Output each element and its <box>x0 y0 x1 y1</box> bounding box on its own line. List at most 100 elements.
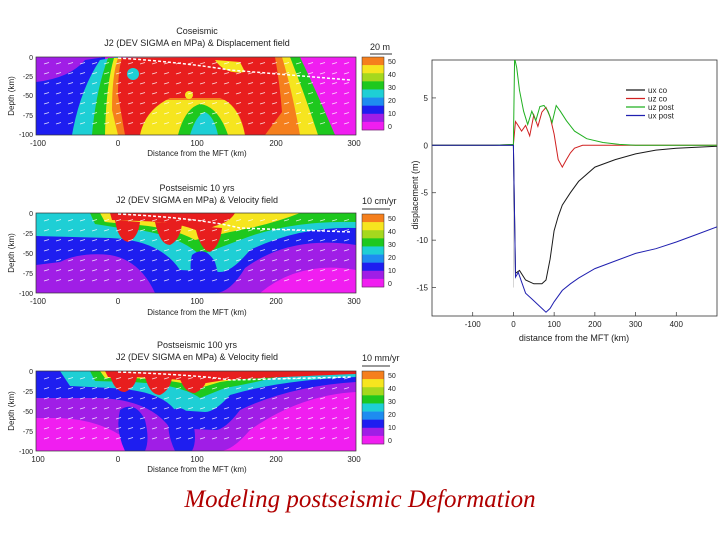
vector-arrow <box>295 112 302 115</box>
vector-arrow <box>307 397 314 400</box>
vector-arrow <box>247 92 254 95</box>
vector-arrow <box>127 92 134 95</box>
vector-arrow <box>223 82 230 85</box>
colorbar-swatch <box>362 371 384 380</box>
vector-arrow <box>139 112 146 115</box>
vector-arrow <box>187 102 194 105</box>
vector-arrow <box>247 417 254 420</box>
vector-arrow <box>55 269 62 272</box>
vector-arrow <box>211 377 218 380</box>
plot-frame <box>35 212 357 294</box>
vector-arrow <box>139 387 146 390</box>
vector-arrow <box>151 279 158 282</box>
vector-arrow <box>127 397 134 400</box>
field-zone-red-lobe <box>155 222 182 245</box>
vector-arrow <box>91 259 98 262</box>
vector-arrow <box>331 377 338 380</box>
vector-arrow <box>211 437 218 440</box>
vector-arrow <box>43 62 50 65</box>
vector-arrow <box>67 229 74 232</box>
vector-arrow <box>331 387 338 390</box>
vector-arrow <box>175 229 182 232</box>
vector-arrow <box>175 82 182 85</box>
field-spot-cyan <box>127 68 139 80</box>
vector-field <box>43 377 350 440</box>
vector-arrow <box>295 427 302 430</box>
vector-arrow <box>175 112 182 115</box>
vector-arrow <box>223 427 230 430</box>
vector-arrow <box>211 427 218 430</box>
vector-arrow <box>187 387 194 390</box>
x-tick-label: -100 <box>30 297 47 306</box>
vector-arrow <box>271 62 278 65</box>
vector-arrow <box>331 397 338 400</box>
vector-arrow <box>295 437 302 440</box>
colorbar-swatch <box>362 65 384 74</box>
vector-arrow <box>67 249 74 252</box>
colorbar-swatch <box>362 278 384 288</box>
vector-arrow <box>259 112 266 115</box>
x-axis-label: Distance from the MFT (km) <box>147 149 247 158</box>
vector-arrow <box>163 279 170 282</box>
vector-arrow <box>343 122 350 125</box>
vector-arrow <box>187 437 194 440</box>
vector-arrow <box>343 92 350 95</box>
vector-arrow <box>295 102 302 105</box>
vector-arrow <box>247 437 254 440</box>
vector-arrow <box>67 437 74 440</box>
vector-arrow <box>175 219 182 222</box>
colorbar-swatch <box>362 81 384 90</box>
vector-arrow <box>307 112 314 115</box>
vector-arrow <box>343 102 350 105</box>
vector-arrow <box>259 377 266 380</box>
vector-arrow <box>163 122 170 125</box>
vector-arrow <box>115 387 122 390</box>
vector-arrow <box>211 122 218 125</box>
vector-arrow <box>139 417 146 420</box>
vector-arrow <box>67 82 74 85</box>
vector-arrow <box>259 259 266 262</box>
legend-label: ux post <box>648 112 675 121</box>
vector-arrow <box>331 269 338 272</box>
x-tick-label: 200 <box>269 455 283 464</box>
colorbar-frame <box>361 213 385 288</box>
vector-arrow <box>343 219 350 222</box>
vector-arrow <box>223 112 230 115</box>
vector-arrow <box>319 92 326 95</box>
colorbar-swatch <box>362 121 384 131</box>
vector-arrow <box>79 62 86 65</box>
vector-arrow <box>211 102 218 105</box>
y-tick-label: 0 <box>29 211 33 218</box>
vector-arrow <box>307 417 314 420</box>
y-tick-label: -50 <box>23 409 33 416</box>
vector-arrow <box>175 92 182 95</box>
vector-arrow <box>175 259 182 262</box>
vector-arrow <box>283 279 290 282</box>
colorbar-tick-label: 30 <box>388 85 396 92</box>
vector-arrow <box>91 72 98 75</box>
vector-arrow <box>235 72 242 75</box>
vector-arrow <box>187 377 194 380</box>
y-tick-label: -100 <box>19 449 33 456</box>
vector-arrow <box>283 387 290 390</box>
vector-arrow <box>139 72 146 75</box>
vector-arrow <box>187 72 194 75</box>
vector-arrow <box>271 397 278 400</box>
colorbar-tick-label: 20 <box>388 412 396 419</box>
vector-arrow <box>55 437 62 440</box>
vector-arrow <box>283 377 290 380</box>
vector-arrow <box>247 249 254 252</box>
vector-arrow <box>163 437 170 440</box>
vector-arrow <box>151 92 158 95</box>
vector-arrow <box>307 229 314 232</box>
vector-arrow <box>271 122 278 125</box>
vector-arrow <box>175 269 182 272</box>
vector-arrow <box>319 219 326 222</box>
vector-arrow <box>259 249 266 252</box>
vector-arrow <box>343 397 350 400</box>
vector-arrow <box>187 122 194 125</box>
vector-arrow <box>115 62 122 65</box>
vector-arrow <box>91 427 98 430</box>
vector-arrow <box>331 102 338 105</box>
vector-arrow <box>259 219 266 222</box>
